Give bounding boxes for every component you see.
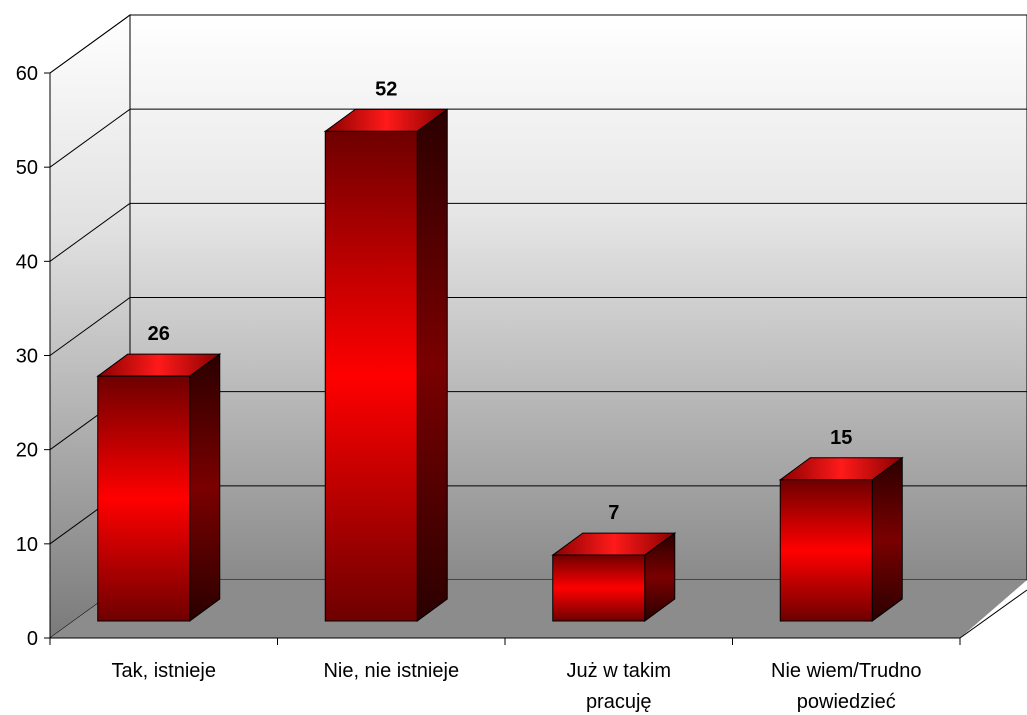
gridline-side <box>49 297 131 356</box>
gridline-side <box>49 14 131 74</box>
bars <box>96 108 904 622</box>
category-label: Już w takim pracuję <box>567 660 671 713</box>
category-label: Tak, istnieje <box>112 660 217 682</box>
bar-1 <box>96 353 222 622</box>
y-tick-label: 10 <box>16 534 38 556</box>
y-tick-label: 40 <box>16 251 38 273</box>
bar-front-face <box>324 130 418 622</box>
y-tick-label: 30 <box>16 346 38 368</box>
category-label: Nie wiem/Trudno powiedzieć <box>771 660 921 713</box>
data-labels: 26 52 7 15 <box>148 78 853 524</box>
y-tick-label: 50 <box>16 157 38 179</box>
gridline-side <box>49 108 131 168</box>
bar-front-face <box>97 375 191 622</box>
bar-front-face <box>552 554 646 622</box>
y-tick-label: 20 <box>16 440 38 462</box>
bar-side-face <box>416 108 448 622</box>
bar-2 <box>323 108 449 622</box>
data-label: 7 <box>608 502 619 524</box>
bar-side-face <box>871 456 903 622</box>
data-label: 15 <box>830 427 852 449</box>
bar-3 <box>551 532 677 622</box>
bar-front-face <box>779 479 873 622</box>
data-label: 26 <box>148 323 170 345</box>
x-axis-ticks <box>49 638 961 645</box>
category-label: Nie, nie istnieje <box>323 660 459 682</box>
gridline-side <box>49 202 131 262</box>
bar-side-face <box>189 353 221 622</box>
y-tick-label: 60 <box>16 63 38 85</box>
floor-front-edge <box>959 589 1027 639</box>
y-axis-ticks: 0 10 20 30 40 50 60 <box>16 63 50 650</box>
data-label: 52 <box>375 78 397 100</box>
category-labels: Tak, istnieje Nie, nie istnieje Już w taki… <box>112 660 922 713</box>
y-tick-label: 0 <box>27 628 38 650</box>
bar-4 <box>778 456 904 622</box>
